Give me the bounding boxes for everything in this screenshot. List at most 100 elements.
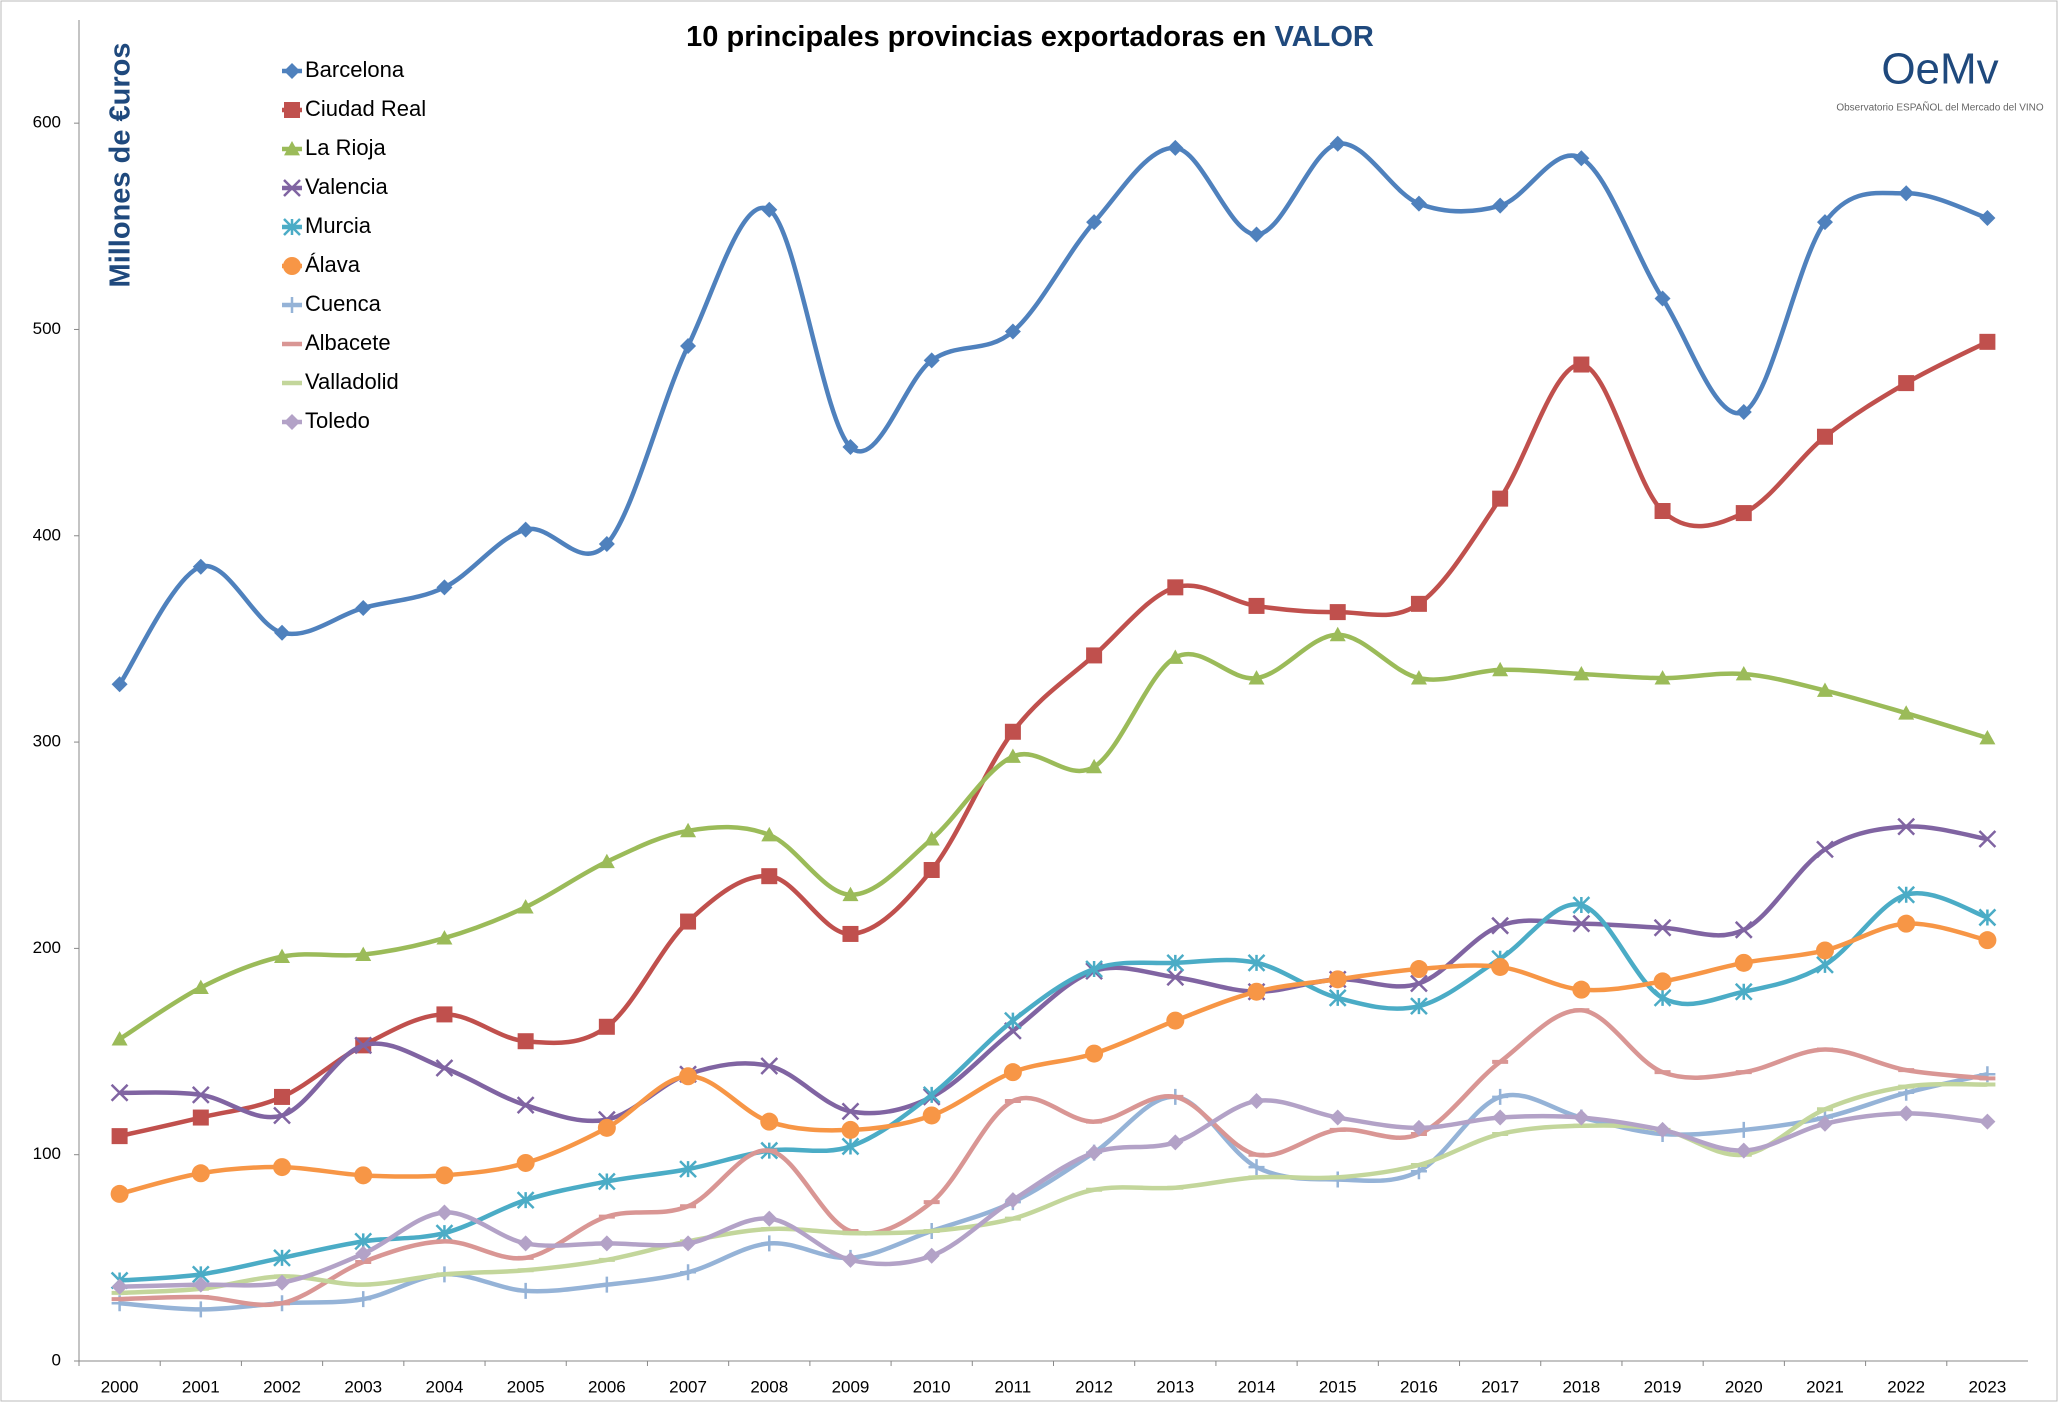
data-point: [1897, 817, 1916, 836]
data-point: [517, 1282, 534, 1299]
x-tick-label: 2016: [1400, 1377, 1438, 1396]
data-point: [760, 1057, 779, 1075]
data-point: [1248, 670, 1265, 685]
data-point: [111, 676, 128, 693]
data-point: [1734, 953, 1753, 972]
legend-marker: [284, 102, 300, 118]
data-point: [1979, 210, 1996, 227]
data-point: [680, 913, 697, 930]
data-point: [1167, 1134, 1184, 1151]
legend-label: Valencia: [305, 174, 389, 199]
x-tick-label: 2003: [344, 1377, 382, 1396]
data-point: [598, 1018, 615, 1035]
legend-marker: [283, 179, 301, 197]
data-point: [436, 930, 453, 945]
data-point: [1004, 723, 1021, 740]
data-point: [842, 925, 859, 942]
data-point: [1329, 1109, 1346, 1126]
data-point: [1166, 1011, 1185, 1030]
data-point: [517, 521, 534, 538]
data-point: [517, 899, 534, 914]
data-point: [354, 1166, 373, 1185]
data-point: [1086, 1144, 1103, 1161]
data-point: [274, 1088, 291, 1105]
data-point: [436, 1006, 453, 1023]
data-point: [1572, 896, 1591, 914]
data-point: [679, 1160, 697, 1179]
data-point: [598, 1235, 615, 1252]
data-point: [923, 352, 940, 369]
x-tick-label: 2011: [995, 1377, 1032, 1396]
data-point: [1654, 1121, 1671, 1138]
data-point: [1654, 503, 1671, 520]
data-point: [923, 1247, 940, 1264]
x-tick-label: 2000: [101, 1377, 139, 1396]
data-point: [1085, 960, 1103, 978]
legend-label: Cuenca: [305, 291, 382, 316]
data-point: [1167, 579, 1184, 596]
y-tick-label: 500: [33, 319, 61, 338]
x-tick-label: 2007: [669, 1377, 707, 1396]
data-point: [1410, 974, 1428, 993]
legend-marker: [283, 218, 301, 236]
data-point: [516, 1191, 535, 1209]
legend-marker: [284, 414, 300, 430]
x-tick-label: 2021: [1806, 1377, 1844, 1396]
x-tick-label: 2008: [750, 1377, 788, 1396]
data-point: [841, 1120, 860, 1139]
data-point: [923, 831, 940, 846]
data-point: [597, 1172, 616, 1191]
x-tick-label: 2017: [1481, 1377, 1519, 1396]
data-point: [1329, 135, 1346, 152]
x-tick-label: 2015: [1319, 1377, 1357, 1396]
data-point: [111, 1128, 128, 1145]
data-point: [1654, 290, 1671, 307]
x-tick-label: 2002: [263, 1377, 301, 1396]
x-tick-label: 2014: [1238, 1377, 1276, 1396]
x-tick-label: 2012: [1075, 1377, 1113, 1396]
data-point: [1410, 670, 1427, 685]
data-point: [191, 1085, 210, 1104]
data-point: [1166, 953, 1185, 972]
x-tick-label: 2019: [1644, 1377, 1682, 1396]
data-point: [841, 1102, 860, 1121]
data-point: [1492, 197, 1509, 214]
x-tick-label: 2022: [1887, 1377, 1925, 1396]
data-point: [1979, 729, 1996, 745]
data-point: [110, 1083, 129, 1102]
data-point: [1735, 403, 1752, 420]
data-point: [1166, 968, 1185, 987]
data-point: [1328, 989, 1347, 1007]
data-point: [1492, 661, 1509, 677]
series-line: [119, 824, 1988, 1124]
data-point: [1815, 941, 1834, 960]
data-point: [1004, 1192, 1021, 1209]
data-point: [1816, 428, 1833, 445]
x-tick-label: 2023: [1968, 1377, 2006, 1396]
data-point: [111, 1278, 128, 1295]
data-point: [1247, 953, 1266, 972]
chart-title: 10 principales provincias exportadoras e…: [686, 21, 1374, 53]
x-tick-label: 2020: [1725, 1377, 1763, 1396]
data-point: [355, 1291, 372, 1308]
data-point: [273, 1106, 291, 1125]
data-point: [1735, 1142, 1752, 1159]
y-tick-label: 0: [52, 1350, 61, 1369]
data-point: [597, 1118, 616, 1137]
x-tick-label: 2006: [588, 1377, 626, 1396]
data-point: [1167, 139, 1184, 156]
data-point: [192, 1301, 209, 1318]
data-point: [842, 439, 859, 456]
data-point: [1979, 333, 1996, 350]
data-point: [436, 1204, 453, 1221]
y-tick-label: 100: [33, 1144, 61, 1163]
legend-label: Albacete: [305, 330, 391, 355]
logo-caption: Observatorio ESPAÑOL del Mercado del VIN…: [1836, 101, 2044, 114]
x-tick-label: 2013: [1156, 1377, 1194, 1396]
x-tick-label: 2018: [1562, 1377, 1600, 1396]
data-point: [1572, 914, 1591, 933]
data-point: [1653, 972, 1672, 991]
data-point: [1816, 840, 1834, 859]
